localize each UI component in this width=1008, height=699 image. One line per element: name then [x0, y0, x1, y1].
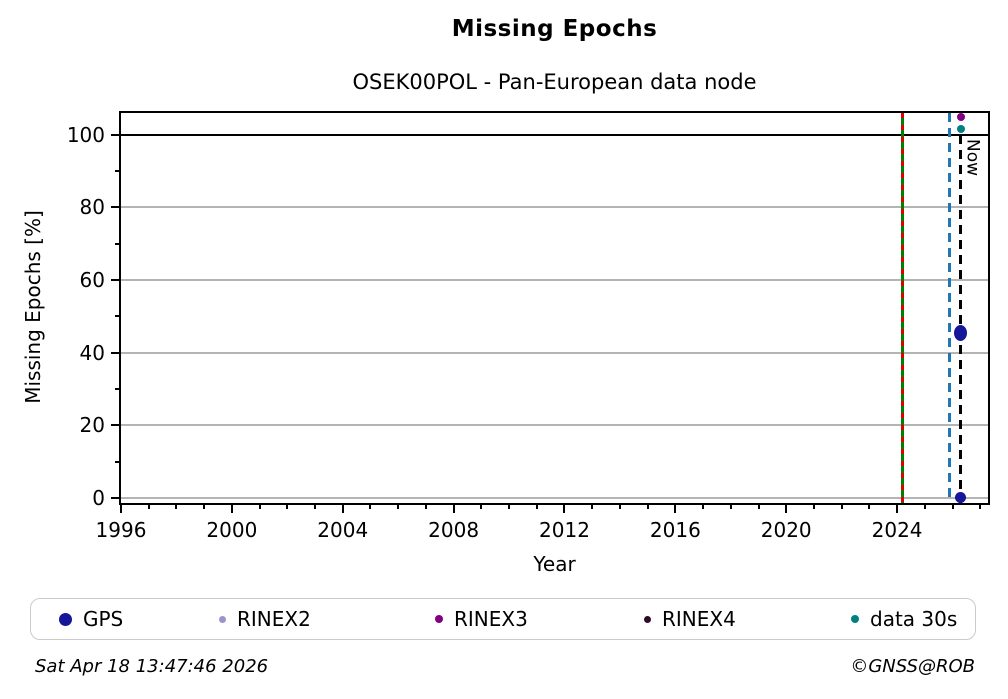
y-major-tick	[111, 133, 119, 136]
x-tick-label: 2020	[760, 518, 812, 542]
x-minor-tick	[314, 505, 317, 509]
y-tick-label: 60	[79, 268, 105, 293]
x-minor-tick	[369, 505, 372, 509]
legend-marker-data-30s	[851, 615, 859, 623]
legend-label: RINEX4	[662, 607, 736, 631]
x-tick-label: 1996	[95, 518, 147, 542]
legend-marker-rinex3	[435, 615, 443, 623]
y-minor-tick	[115, 387, 119, 390]
legend-item-gps: GPS	[59, 607, 123, 631]
data-point-gps	[953, 324, 967, 341]
x-minor-tick	[729, 505, 732, 509]
y-minor-tick	[115, 315, 119, 318]
legend-marker-rinex2	[219, 615, 226, 623]
x-major-tick	[785, 505, 788, 513]
x-minor-tick	[175, 505, 178, 509]
y-axis-label: Missing Epochs [%]	[21, 210, 45, 404]
x-minor-tick	[480, 505, 483, 509]
y-minor-tick	[115, 460, 119, 463]
legend-item-rinex2: RINEX2	[219, 607, 311, 631]
x-minor-tick	[646, 505, 649, 509]
y-tick-label: 100	[66, 122, 105, 147]
x-minor-tick	[203, 505, 206, 509]
legend-box: GPS RINEX2 RINEX3 RINEX4 data 30s	[30, 598, 976, 640]
legend-item-data-30s: data 30s	[851, 607, 957, 631]
y-major-tick	[111, 351, 119, 354]
x-major-tick	[896, 505, 899, 513]
hline-100	[121, 133, 988, 136]
x-major-tick	[674, 505, 677, 513]
plot-area: Now	[119, 111, 990, 505]
x-minor-tick	[286, 505, 289, 509]
x-major-tick	[120, 505, 122, 513]
legend-label: data 30s	[870, 607, 958, 631]
x-tick-label: 2000	[206, 518, 258, 542]
x-major-tick	[341, 505, 344, 513]
x-minor-tick	[951, 505, 954, 509]
y-minor-tick	[115, 242, 119, 245]
x-minor-tick	[840, 505, 843, 509]
data-point-rinex3	[956, 113, 965, 121]
y-minor-tick	[115, 170, 119, 173]
y-major-tick	[111, 424, 119, 427]
legend-item-rinex4: RINEX4	[644, 607, 736, 631]
legend-item-rinex3: RINEX3	[435, 607, 528, 631]
y-major-tick	[111, 206, 119, 209]
x-major-tick	[563, 505, 566, 513]
x-tick-label: 2004	[317, 518, 369, 542]
y-tick-label: 40	[79, 340, 105, 365]
gridline	[121, 279, 988, 282]
x-axis-label: Year	[533, 552, 576, 576]
x-minor-tick	[147, 505, 150, 509]
vline-red-dashed	[901, 113, 905, 503]
x-minor-tick	[618, 505, 621, 509]
y-tick-label: 0	[92, 485, 105, 510]
legend-label: RINEX2	[237, 607, 311, 631]
x-minor-tick	[397, 505, 400, 509]
y-major-tick	[111, 496, 119, 499]
chart-title: Missing Epochs	[451, 16, 658, 42]
vline-now	[959, 134, 963, 503]
x-minor-tick	[258, 505, 261, 509]
gridline	[121, 206, 988, 209]
legend-marker-rinex4	[644, 615, 651, 623]
x-major-tick	[230, 505, 233, 513]
x-major-tick	[452, 505, 455, 513]
data-point-data-30s	[956, 125, 965, 134]
x-minor-tick	[591, 505, 594, 509]
gridline	[121, 424, 988, 427]
x-minor-tick	[508, 505, 511, 509]
legend-label: RINEX3	[454, 607, 528, 631]
timestamp-text: Sat Apr 18 13:47:46 2026	[35, 656, 269, 677]
chart-subtitle: OSEK00POL - Pan-European data node	[352, 70, 757, 94]
x-minor-tick	[868, 505, 871, 509]
data-point-gps	[955, 492, 967, 503]
gridline	[121, 351, 988, 354]
x-minor-tick	[979, 505, 982, 509]
y-tick-label: 80	[79, 195, 105, 220]
x-tick-label: 2016	[649, 518, 701, 542]
now-label: Now	[962, 138, 983, 176]
x-minor-tick	[757, 505, 760, 509]
x-minor-tick	[702, 505, 705, 509]
x-minor-tick	[424, 505, 427, 509]
x-minor-tick	[923, 505, 926, 509]
x-minor-tick	[812, 505, 815, 509]
legend-marker-gps	[59, 612, 72, 626]
legend-label: GPS	[83, 607, 124, 631]
credit-text: ©GNSS@ROB	[850, 656, 975, 677]
vline-blue-dashed	[948, 113, 952, 503]
gridline	[121, 496, 988, 499]
y-major-tick	[111, 279, 119, 282]
y-tick-label: 20	[79, 413, 105, 438]
x-minor-tick	[535, 505, 538, 509]
x-tick-label: 2012	[539, 518, 590, 542]
x-tick-label: 2024	[871, 518, 923, 542]
x-tick-label: 2008	[428, 518, 480, 542]
